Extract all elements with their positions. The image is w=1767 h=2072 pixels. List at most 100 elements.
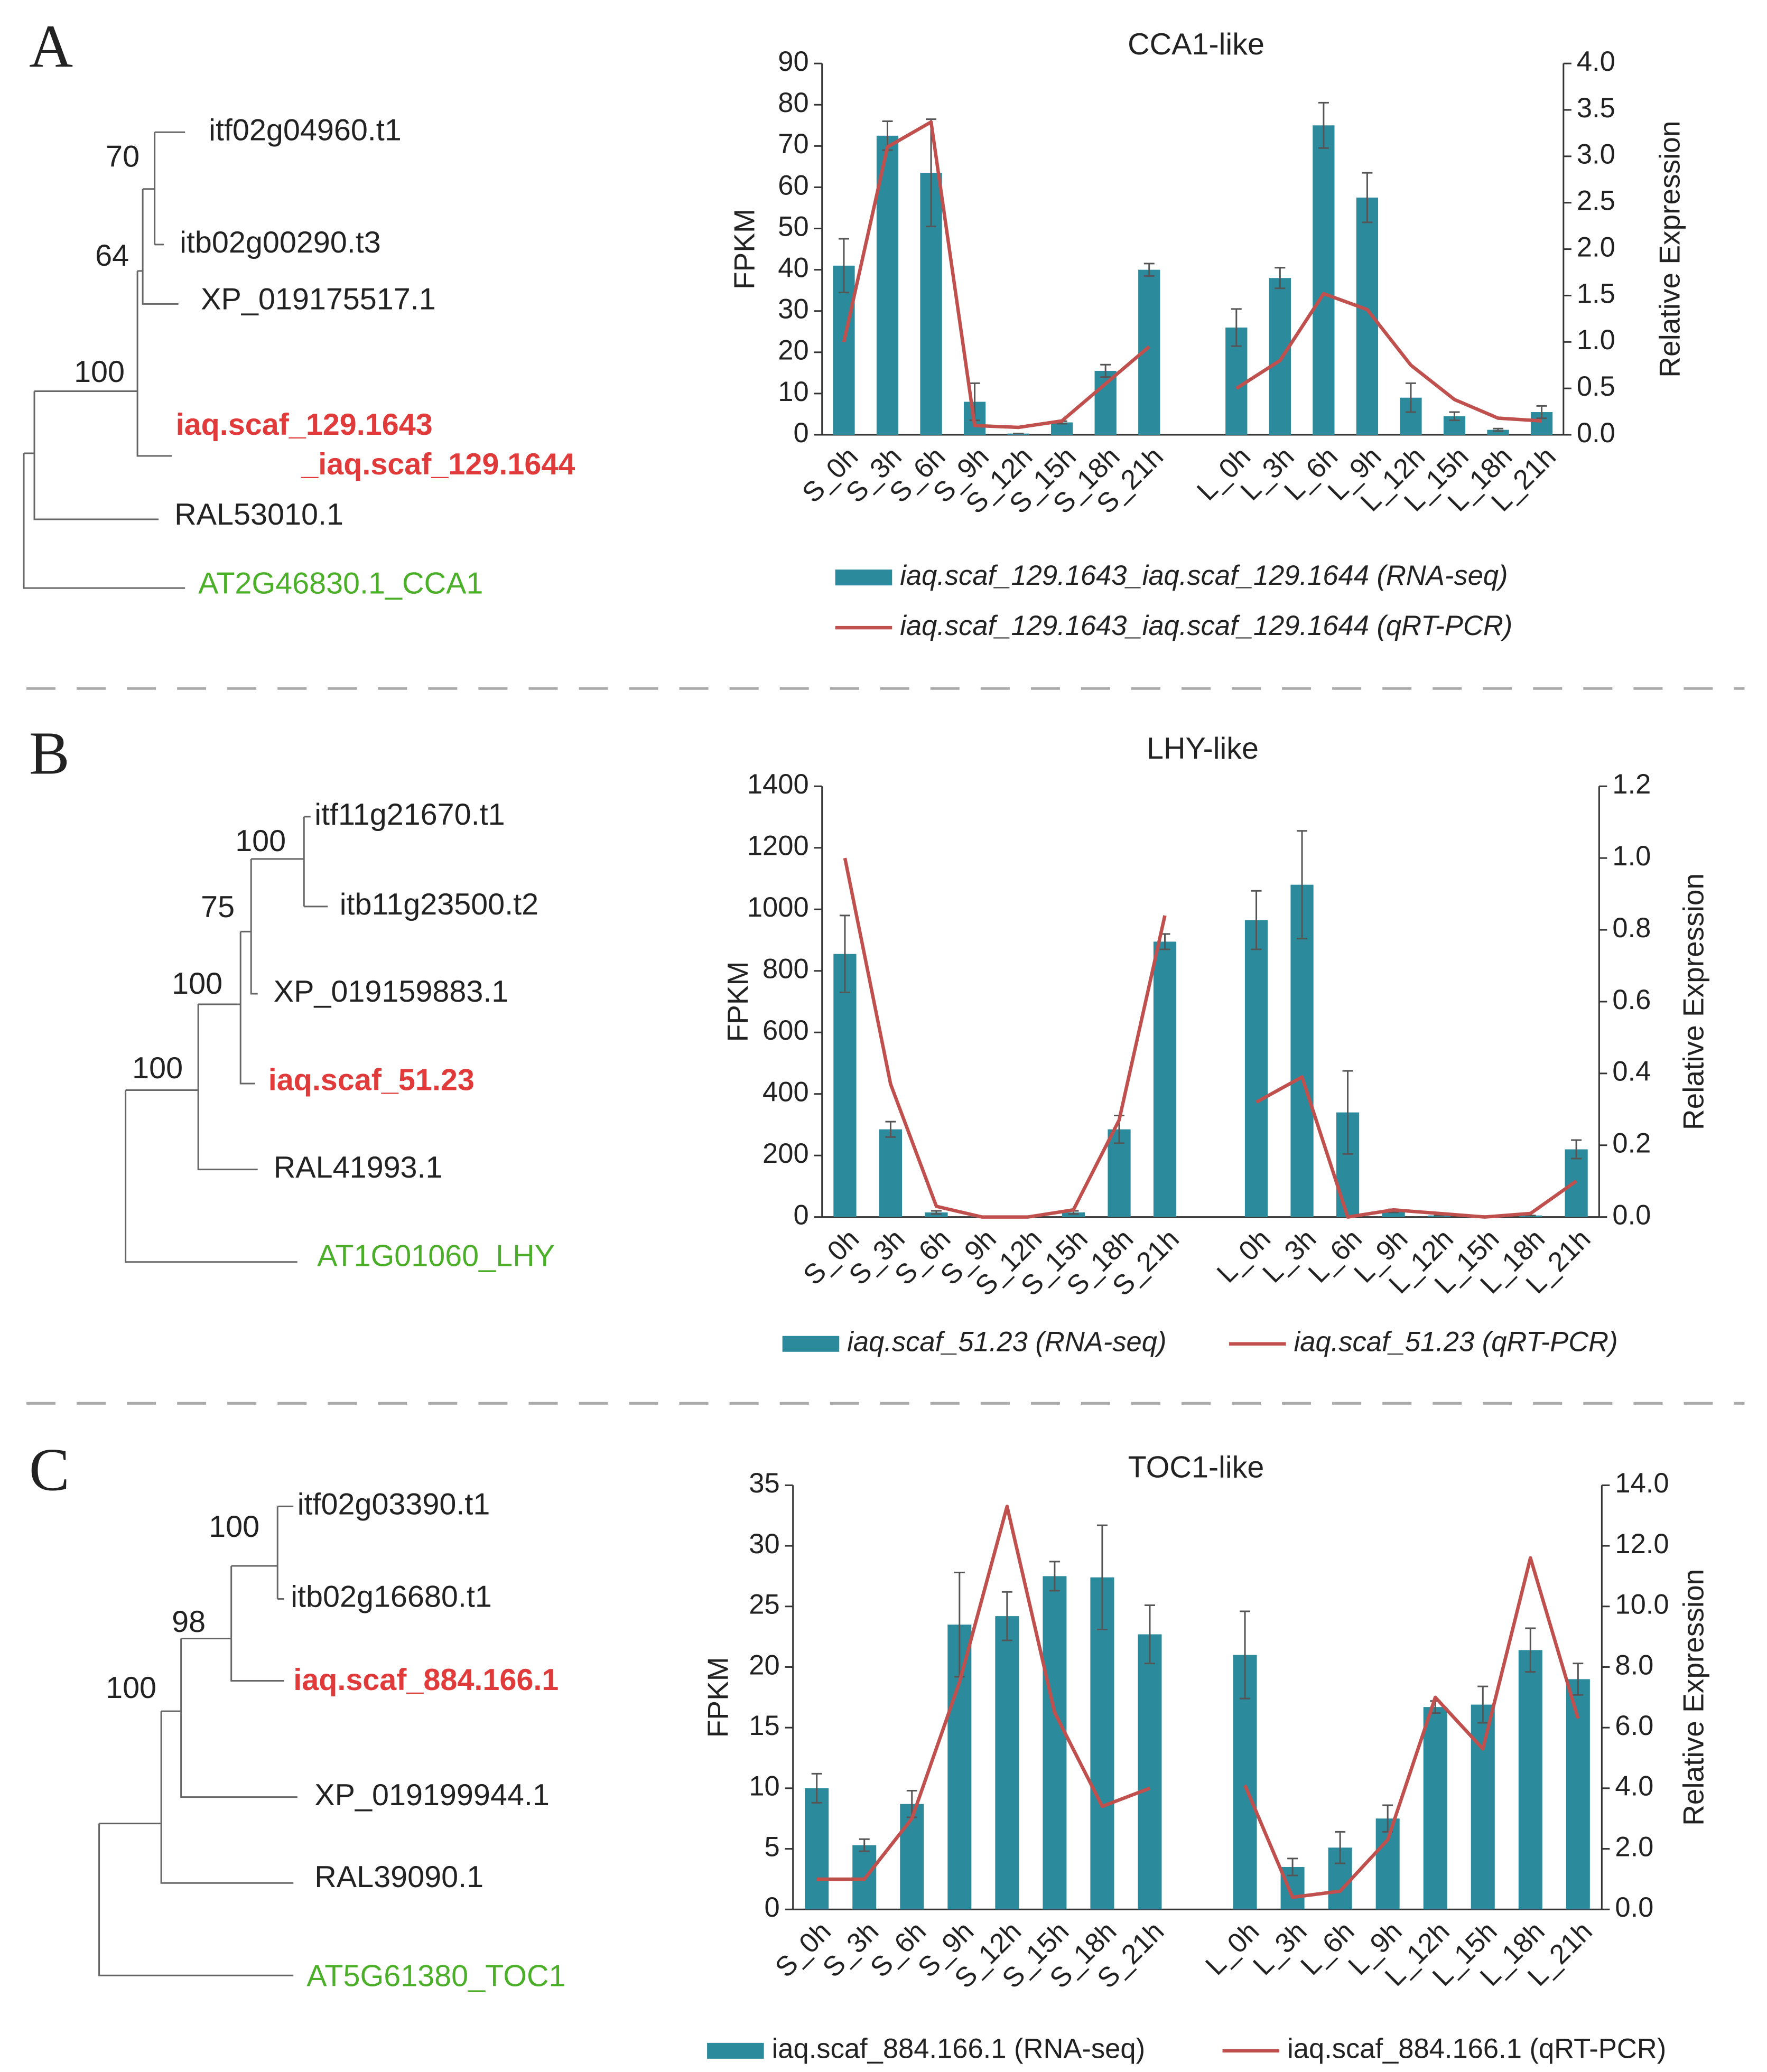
line-series xyxy=(842,120,1542,430)
line-series xyxy=(843,857,1577,1219)
y-tick-label: 0 xyxy=(764,1892,779,1923)
leaf: _iaq.scaf_129.1644 xyxy=(301,447,575,481)
y-tick-label: 30 xyxy=(778,294,808,325)
bar xyxy=(879,1129,903,1217)
tree-b: B 100 75 100 100 itf11g21670.t1 itb11g23… xyxy=(29,720,555,1273)
y2-tick-label: 10.0 xyxy=(1615,1589,1669,1620)
legend-swatch xyxy=(835,570,892,586)
y2-tick-label: 0.5 xyxy=(1577,371,1615,402)
support: 75 xyxy=(201,890,235,924)
bar xyxy=(1518,1650,1542,1910)
bar xyxy=(900,1804,924,1910)
leaf: AT5G61380_TOC1 xyxy=(306,1959,565,1993)
y-tick-label: 80 xyxy=(778,87,808,118)
y-tick-label: 200 xyxy=(762,1138,809,1169)
leaf: itf02g03390.t1 xyxy=(297,1488,490,1522)
tree-a: A 70 64 100 itf02g04960.t1 itb02g00290.t… xyxy=(23,13,575,600)
x-tick-label: S_6h xyxy=(864,1916,932,1983)
legend-label: iaq.scaf_884.166.1 (qRT-PCR) xyxy=(1287,2033,1666,2065)
error-bar xyxy=(1287,1858,1298,1877)
error-bar xyxy=(1449,411,1460,422)
support: 100 xyxy=(235,824,286,858)
error-bar xyxy=(1251,890,1262,950)
support: 100 xyxy=(106,1671,156,1705)
error-bar xyxy=(859,1838,870,1852)
error-bar xyxy=(1100,363,1111,378)
y2-tick-label: 0.0 xyxy=(1615,1892,1653,1923)
y2-tick-label: 0.4 xyxy=(1612,1056,1651,1087)
leaf: itf02g04960.t1 xyxy=(209,113,402,147)
error-bar xyxy=(839,914,850,993)
x-tick-label: S_3h xyxy=(817,1916,885,1983)
error-bar xyxy=(1493,427,1504,432)
chart-title: LHY-like xyxy=(1147,732,1259,766)
error-bar xyxy=(811,1772,822,1804)
y2-tick-label: 1.0 xyxy=(1612,841,1651,872)
y2-tick-label: 12.0 xyxy=(1615,1528,1669,1560)
bar xyxy=(1471,1704,1495,1910)
y-tick-label: 1200 xyxy=(747,830,809,862)
leaf: XP_019175517.1 xyxy=(201,283,436,316)
y2-tick-label: 1.0 xyxy=(1577,324,1615,356)
y-tick-label: 20 xyxy=(778,335,808,366)
y2-tick-label: 1.5 xyxy=(1577,278,1615,309)
error-bar xyxy=(1275,267,1286,290)
error-bar xyxy=(1318,101,1329,149)
tree-branches xyxy=(125,816,328,1263)
x-tick-label: L_0h xyxy=(1199,1916,1265,1981)
y-tick-label: 0 xyxy=(793,1200,808,1231)
y2-axis-label: Relative Expression xyxy=(1677,1569,1709,1826)
chart-title: TOC1-like xyxy=(1128,1451,1264,1485)
y-tick-label: 15 xyxy=(749,1710,779,1741)
y-tick-label: 400 xyxy=(762,1077,809,1108)
legend-label: iaq.scaf_129.1643_iaq.scaf_129.1644 (RNA… xyxy=(900,560,1508,591)
y-tick-label: 90 xyxy=(778,46,808,77)
y2-axis-label: Relative Expression xyxy=(1653,120,1686,377)
leaf: itf11g21670.t1 xyxy=(314,798,505,832)
leaf: AT2G46830.1_CCA1 xyxy=(198,566,483,600)
y2-tick-label: 4.0 xyxy=(1615,1771,1653,1802)
y2-tick-label: 2.0 xyxy=(1577,231,1615,263)
y2-tick-label: 14.0 xyxy=(1615,1468,1669,1499)
chart-title: CCA1-like xyxy=(1128,27,1264,61)
x-tick-label: L_6h xyxy=(1295,1916,1360,1981)
leaf: iaq.scaf_129.1643 xyxy=(176,408,433,442)
error-bar xyxy=(1297,830,1308,940)
y2-tick-label: 0.0 xyxy=(1577,417,1615,449)
bar xyxy=(1094,370,1117,435)
bar xyxy=(1138,1634,1162,1910)
legend-label: iaq.scaf_129.1643_iaq.scaf_129.1644 (qRT… xyxy=(900,610,1512,641)
error-bar xyxy=(885,1121,896,1138)
leaf: AT1G01060_LHY xyxy=(317,1239,555,1273)
y2-tick-label: 0.0 xyxy=(1612,1200,1651,1231)
y-tick-label: 10 xyxy=(749,1771,779,1802)
bar xyxy=(1375,1818,1400,1910)
bar xyxy=(1313,125,1335,435)
bar xyxy=(1043,1576,1067,1910)
y-axis-label: FPKM xyxy=(702,1657,734,1738)
bar xyxy=(1487,430,1509,435)
leaf: itb02g00290.t3 xyxy=(180,226,381,259)
bar xyxy=(1090,1577,1114,1910)
y-tick-label: 50 xyxy=(778,211,808,242)
y2-tick-label: 0.8 xyxy=(1612,912,1651,944)
y-tick-label: 40 xyxy=(778,253,808,284)
error-bar xyxy=(1049,1561,1060,1592)
y-tick-label: 20 xyxy=(749,1649,779,1681)
bar xyxy=(1244,920,1268,1217)
leaf: XP_019199944.1 xyxy=(314,1778,550,1812)
error-bar xyxy=(1573,1663,1584,1696)
panel-letter: B xyxy=(29,720,70,787)
bar xyxy=(1290,884,1314,1217)
y-tick-label: 1400 xyxy=(747,769,809,800)
bar xyxy=(1423,1707,1447,1910)
y-tick-label: 60 xyxy=(778,170,808,201)
error-bar xyxy=(931,1210,942,1215)
error-bar xyxy=(1001,1591,1012,1641)
y-tick-label: 25 xyxy=(749,1589,779,1620)
bar xyxy=(1153,941,1177,1217)
bar xyxy=(1051,422,1073,435)
support: 64 xyxy=(95,239,129,273)
panel-letter: A xyxy=(29,13,73,80)
error-bar xyxy=(1096,1524,1108,1630)
